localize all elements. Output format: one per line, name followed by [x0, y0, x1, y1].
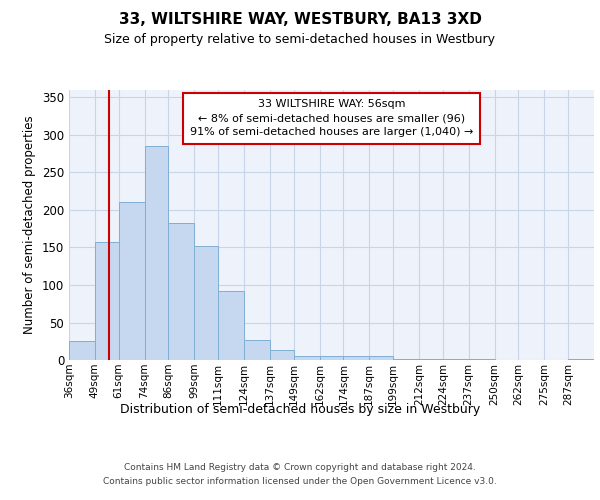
Text: Contains public sector information licensed under the Open Government Licence v3: Contains public sector information licen…	[103, 478, 497, 486]
Text: Size of property relative to semi-detached houses in Westbury: Size of property relative to semi-detach…	[104, 32, 496, 46]
Bar	[320, 356, 343, 360]
Bar	[145, 146, 169, 360]
Bar	[568, 359, 594, 360]
Bar	[270, 350, 294, 360]
Text: 33 WILTSHIRE WAY: 56sqm
← 8% of semi-detached houses are smaller (96)
91% of sem: 33 WILTSHIRE WAY: 56sqm ← 8% of semi-det…	[190, 100, 473, 138]
Bar	[169, 223, 194, 360]
Bar	[369, 356, 393, 360]
Text: Distribution of semi-detached houses by size in Westbury: Distribution of semi-detached houses by …	[120, 402, 480, 415]
Bar	[69, 341, 95, 360]
Bar	[419, 359, 443, 360]
Text: Contains HM Land Registry data © Crown copyright and database right 2024.: Contains HM Land Registry data © Crown c…	[124, 462, 476, 471]
Text: 33, WILTSHIRE WAY, WESTBURY, BA13 3XD: 33, WILTSHIRE WAY, WESTBURY, BA13 3XD	[119, 12, 481, 28]
Bar	[343, 356, 369, 360]
Bar	[95, 242, 119, 360]
Bar	[393, 358, 419, 360]
Bar	[294, 356, 320, 360]
Bar	[119, 202, 145, 360]
Bar	[469, 359, 494, 360]
Bar	[244, 340, 270, 360]
Bar	[443, 359, 469, 360]
Y-axis label: Number of semi-detached properties: Number of semi-detached properties	[23, 116, 37, 334]
Bar	[218, 291, 244, 360]
Bar	[194, 246, 218, 360]
